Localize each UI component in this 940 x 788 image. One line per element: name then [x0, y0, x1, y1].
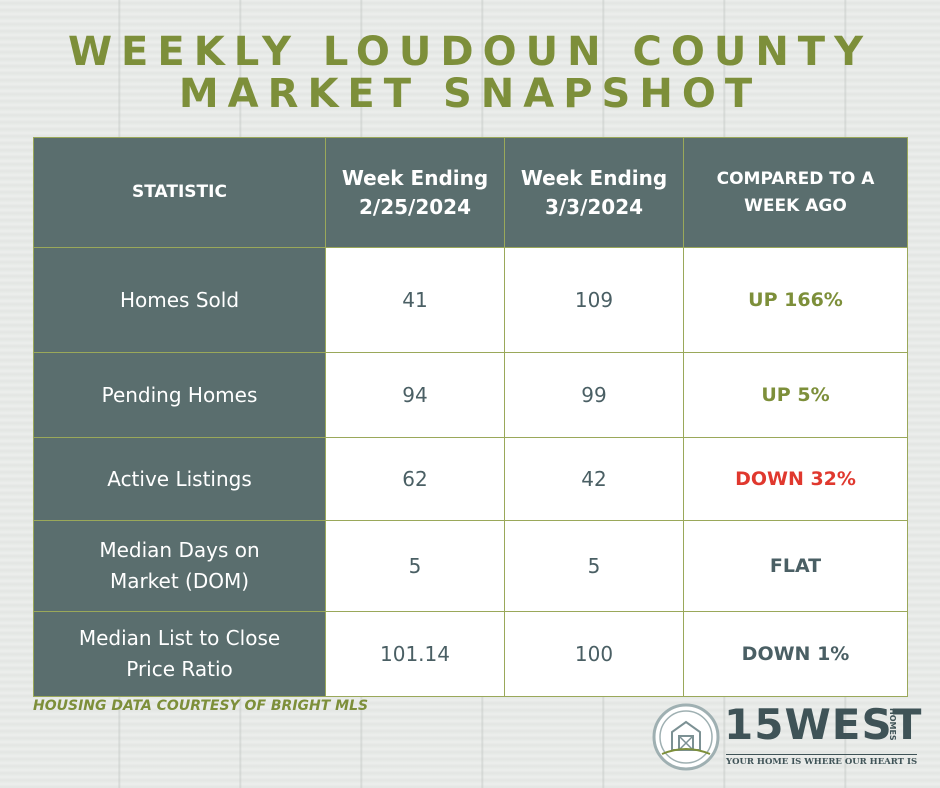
column-header: Week Ending 2/25/2024 — [325, 137, 505, 248]
table-row: Active Listings 62 42 DOWN 32% — [33, 437, 908, 521]
column-header: STATISTIC — [33, 137, 326, 248]
snapshot-table: STATISTIC Week Ending 2/25/2024 Week End… — [33, 137, 908, 697]
change-cell: UP 166% — [683, 247, 908, 353]
value-cell: 5 — [325, 520, 505, 612]
table-body: Homes Sold 41 109 UP 166% Pending Homes 94 99 U… — [33, 247, 908, 697]
logo: 15WEST HOMES YOUR HOME IS WHERE OUR HEAR… — [652, 702, 921, 774]
column-header: Week Ending 3/3/2024 — [504, 137, 684, 248]
title-line: MARKET SNAPSHOT — [178, 71, 762, 117]
value-cell: 94 — [325, 352, 505, 438]
logo-emblem — [652, 703, 720, 771]
statistic-cell: Homes Sold — [33, 247, 326, 353]
table-row: Homes Sold 41 109 UP 166% — [33, 247, 908, 353]
value-cell: 101.14 — [325, 611, 505, 697]
header-row: STATISTIC Week Ending 2/25/2024 Week End… — [33, 137, 908, 248]
statistic-cell: Median Days on Market (DOM) — [33, 520, 326, 612]
table-row: Median Days on Market (DOM) 5 5 FLAT — [33, 520, 908, 612]
logo-sub: HOMES — [888, 708, 897, 741]
column-header: COMPARED TO A WEEK AGO — [683, 137, 908, 248]
value-cell: 109 — [504, 247, 684, 353]
logo-tagline: YOUR HOME IS WHERE OUR HEART IS — [726, 754, 918, 767]
logo-name: 15WEST — [724, 700, 923, 749]
source-note: HOUSING DATA COURTESY OF BRIGHT MLS — [33, 698, 369, 714]
table-row: Median List to Close Price Ratio 101.14 10… — [33, 611, 908, 697]
value-cell: 100 — [504, 611, 684, 697]
change-cell: UP 5% — [683, 352, 908, 438]
table-row: Pending Homes 94 99 UP 5% — [33, 352, 908, 438]
value-cell: 41 — [325, 247, 505, 353]
statistic-cell: Median List to Close Price Ratio — [33, 611, 326, 697]
change-cell: FLAT — [683, 520, 908, 612]
value-cell: 42 — [504, 437, 684, 521]
statistic-cell: Pending Homes — [33, 352, 326, 438]
change-cell: DOWN 32% — [683, 437, 908, 521]
title-line: WEEKLY LOUDOUN COUNTY — [67, 29, 873, 75]
value-cell: 5 — [504, 520, 684, 612]
value-cell: 62 — [325, 437, 505, 521]
change-cell: DOWN 1% — [683, 611, 908, 697]
value-cell: 99 — [504, 352, 684, 438]
statistic-cell: Active Listings — [33, 437, 326, 521]
